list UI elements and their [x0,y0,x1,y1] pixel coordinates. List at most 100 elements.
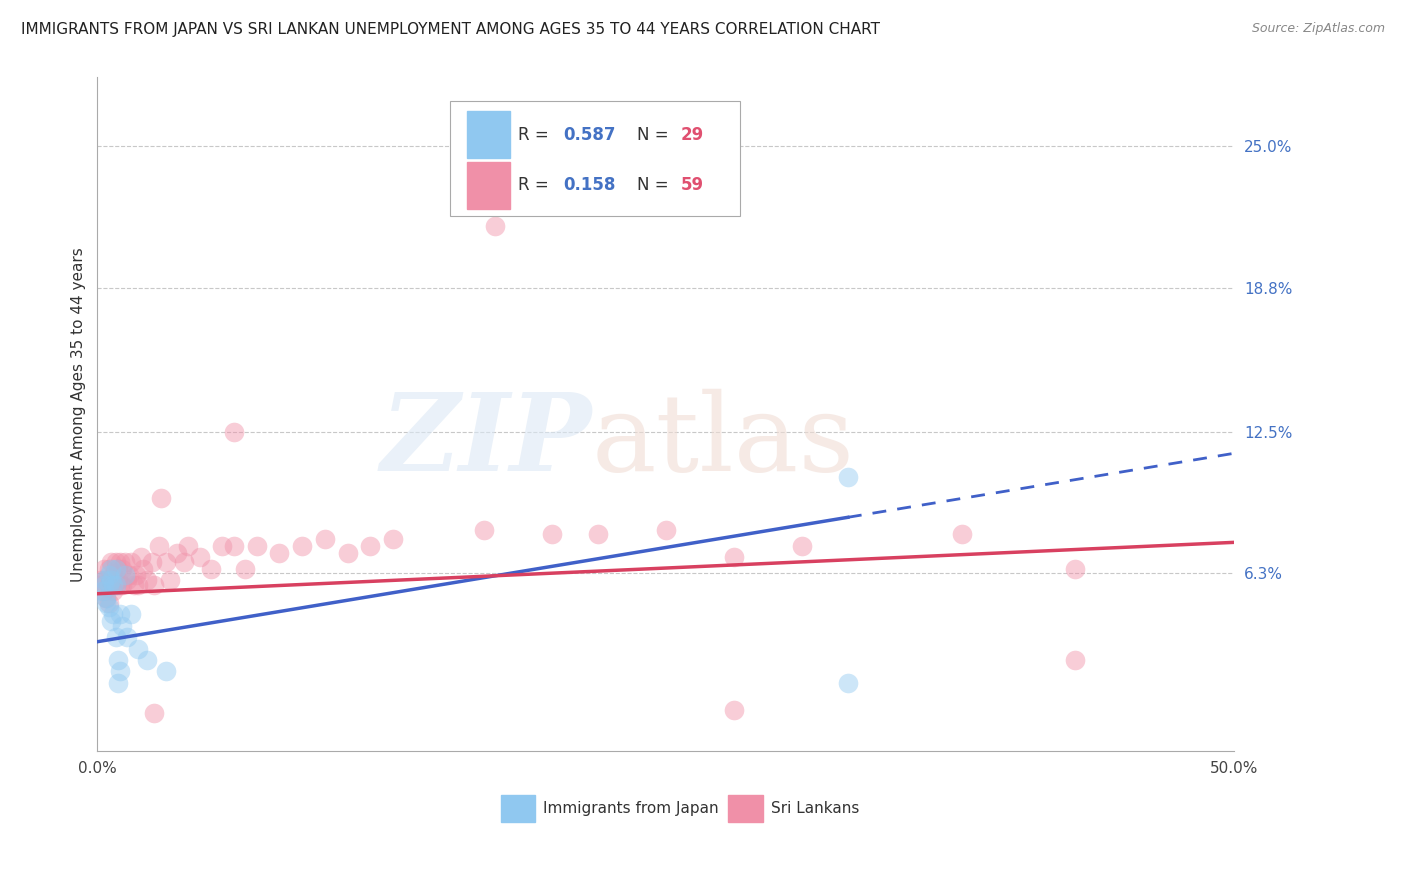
Point [1064,653,1087,667]
FancyBboxPatch shape [467,112,510,158]
Point [90,577,112,591]
Point [97,600,120,615]
Point [100,573,122,587]
Point [136,653,159,667]
Point [97,577,120,591]
Point [837,470,859,484]
Point [97,568,120,582]
Point [100,561,122,575]
Point [115,573,138,587]
Point [1064,561,1087,575]
Point [114,555,136,569]
Point [245,539,267,553]
Point [132,561,155,575]
Point [100,573,122,587]
Point [382,532,405,546]
Point [143,577,166,591]
Point [103,577,125,591]
Point [586,527,609,541]
Point [104,630,127,644]
Point [291,539,314,553]
Text: R =: R = [517,177,554,194]
Text: Sri Lankans: Sri Lankans [770,801,859,816]
Point [336,546,359,560]
Point [90,584,112,599]
FancyBboxPatch shape [450,101,740,216]
Point [723,550,745,565]
Point [107,561,129,575]
Text: Immigrants from Japan: Immigrants from Japan [543,801,718,816]
Point [472,523,495,537]
FancyBboxPatch shape [467,161,510,209]
Text: N =: N = [637,126,675,144]
Point [96,596,118,610]
Text: 0.158: 0.158 [564,177,616,194]
Point [121,555,143,569]
Point [114,568,136,582]
Text: 59: 59 [681,177,704,194]
FancyBboxPatch shape [501,795,536,822]
Point [127,577,149,591]
Point [269,546,291,560]
Point [89,573,111,587]
Point [96,591,118,606]
Point [100,555,122,569]
Point [222,425,245,439]
Point [108,555,131,569]
Point [155,665,177,679]
Point [200,561,222,575]
Point [111,561,134,575]
Point [173,555,195,569]
Point [97,561,120,575]
Point [950,527,973,541]
Point [118,568,141,582]
Point [97,577,120,591]
Text: 29: 29 [681,126,704,144]
Point [484,219,506,233]
Point [97,596,120,610]
Text: ZIP: ZIP [381,388,592,494]
Point [111,618,134,632]
Point [723,703,745,717]
Text: IMMIGRANTS FROM JAPAN VS SRI LANKAN UNEMPLOYMENT AMONG AGES 35 TO 44 YEARS CORRE: IMMIGRANTS FROM JAPAN VS SRI LANKAN UNEM… [21,22,880,37]
Point [148,539,170,553]
Point [107,653,129,667]
Point [121,607,143,622]
Point [93,561,115,575]
Point [104,577,127,591]
Point [100,614,122,628]
Point [93,577,115,591]
Point [103,584,125,599]
Point [150,491,173,505]
Point [125,568,148,582]
Point [108,577,131,591]
Point [314,532,336,546]
Point [96,573,118,587]
Point [108,665,131,679]
Point [103,607,125,622]
Point [93,584,115,599]
Text: atlas: atlas [592,389,855,494]
Point [655,523,678,537]
Point [188,550,211,565]
FancyBboxPatch shape [728,795,762,822]
Point [541,527,564,541]
Text: R =: R = [517,126,554,144]
Point [136,573,159,587]
Point [233,561,256,575]
Point [159,573,181,587]
Text: N =: N = [637,177,675,194]
Text: 0.587: 0.587 [564,126,616,144]
Point [129,550,152,565]
Point [122,577,145,591]
Point [103,568,125,582]
Point [96,591,118,606]
Point [359,539,381,553]
Point [108,607,131,622]
Point [93,573,115,587]
Point [104,561,127,575]
Point [222,539,245,553]
Point [166,546,188,560]
Point [211,539,233,553]
Point [104,555,127,569]
